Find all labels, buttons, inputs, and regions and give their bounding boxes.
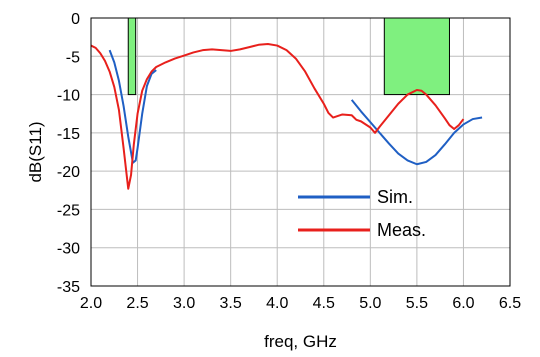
series-lines xyxy=(90,43,483,190)
series-line-sim xyxy=(108,49,483,166)
x-tick-label-3: 3.5 xyxy=(220,295,242,312)
y-tick-label-1: -5 xyxy=(66,49,80,66)
bands xyxy=(127,17,450,96)
y-tick-label-5: -25 xyxy=(57,202,80,219)
x-tick-label-5: 4.5 xyxy=(313,295,335,312)
y-tick-labels: 0 -5 -10 -15 -20 -25 -30 -35 xyxy=(57,11,80,296)
plot-frame xyxy=(90,17,511,287)
x-tick-label-2: 3.0 xyxy=(173,295,195,312)
x-axis-title: freq, GHz xyxy=(264,332,337,351)
x-tick-label-8: 6.0 xyxy=(452,295,474,312)
x-tick-label-1: 2.5 xyxy=(126,295,148,312)
y-tick-label-0: 0 xyxy=(71,11,80,28)
y-tick-label-7: -35 xyxy=(57,279,80,296)
y-tick-label-4: -20 xyxy=(57,164,80,181)
x-tick-labels: 2.0 2.5 3.0 3.5 4.0 4.5 5.0 5.5 6.0 6.5 xyxy=(80,295,521,312)
y-tick-label-3: -15 xyxy=(57,126,80,143)
series-line-meas xyxy=(90,43,465,190)
x-tick-label-6: 5.0 xyxy=(359,295,381,312)
x-tick-label-0: 2.0 xyxy=(80,295,102,312)
y-tick-label-6: -30 xyxy=(57,241,80,258)
y-tick-label-2: -10 xyxy=(57,88,80,105)
x-tick-label-7: 5.5 xyxy=(406,295,428,312)
x-tick-label-9: 6.5 xyxy=(499,295,521,312)
band-0 xyxy=(127,17,137,96)
x-tick-label-4: 4.0 xyxy=(266,295,288,312)
legend: Sim. Meas. xyxy=(298,187,426,240)
legend-label-0: Sim. xyxy=(377,187,413,207)
band-1 xyxy=(383,17,450,96)
y-axis-title: dB(S11) xyxy=(26,121,45,182)
legend-label-1: Meas. xyxy=(377,220,426,240)
